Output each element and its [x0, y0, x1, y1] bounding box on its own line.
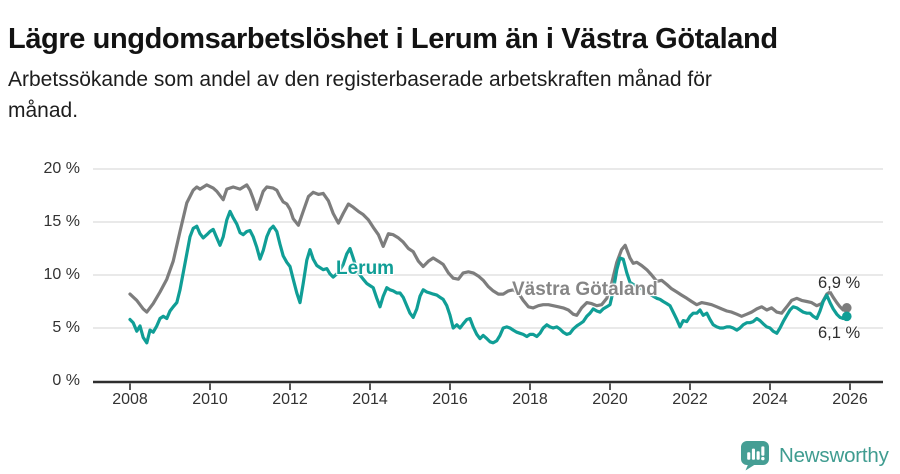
series-line-lerum [128, 209, 849, 345]
newsworthy-logo-text: Newsworthy [779, 443, 889, 467]
y-tick-label: 15 % [43, 213, 80, 230]
end-value-lerum: 6,1 % [818, 324, 861, 342]
x-tick-label: 2020 [592, 391, 628, 408]
series-line-v-stra-g-taland [128, 183, 849, 318]
end-dot-lerum [842, 311, 852, 322]
x-tick-label: 2012 [272, 391, 308, 408]
page-title: Lägre ungdomsarbetslöshet i Lerum än i V… [8, 23, 778, 56]
end-dot-v-stra-g-taland [842, 303, 852, 313]
series-label-vastra-gotaland: Västra Götaland [512, 279, 658, 300]
y-tick-label: 20 % [43, 160, 80, 177]
x-tick-label: 2016 [432, 391, 468, 408]
x-tick-label: 2010 [192, 391, 228, 408]
x-tick-label: 2008 [112, 391, 148, 408]
y-tick-label: 5 % [52, 319, 80, 336]
subtitle-line2: månad. [8, 99, 79, 122]
x-tick-label: 2026 [832, 391, 868, 408]
y-tick-label: 10 % [43, 266, 80, 283]
x-tick-label: 2024 [752, 391, 788, 408]
x-tick-label: 2014 [352, 391, 388, 408]
subtitle-line1: Arbetssökande som andel av den registerb… [8, 68, 712, 91]
end-value-vastra-gotaland: 6,9 % [818, 274, 861, 292]
x-tick-label: 2022 [672, 391, 708, 408]
x-tick-label: 2018 [512, 391, 548, 408]
chart-subtitle: Arbetssökande som andel av den registerb… [8, 64, 868, 126]
series-label-lerum: Lerum [336, 258, 395, 279]
newsworthy-logo[interactable]: Newsworthy [739, 439, 889, 472]
newsworthy-logo-icon [741, 441, 769, 471]
y-tick-label: 0 % [52, 372, 80, 389]
